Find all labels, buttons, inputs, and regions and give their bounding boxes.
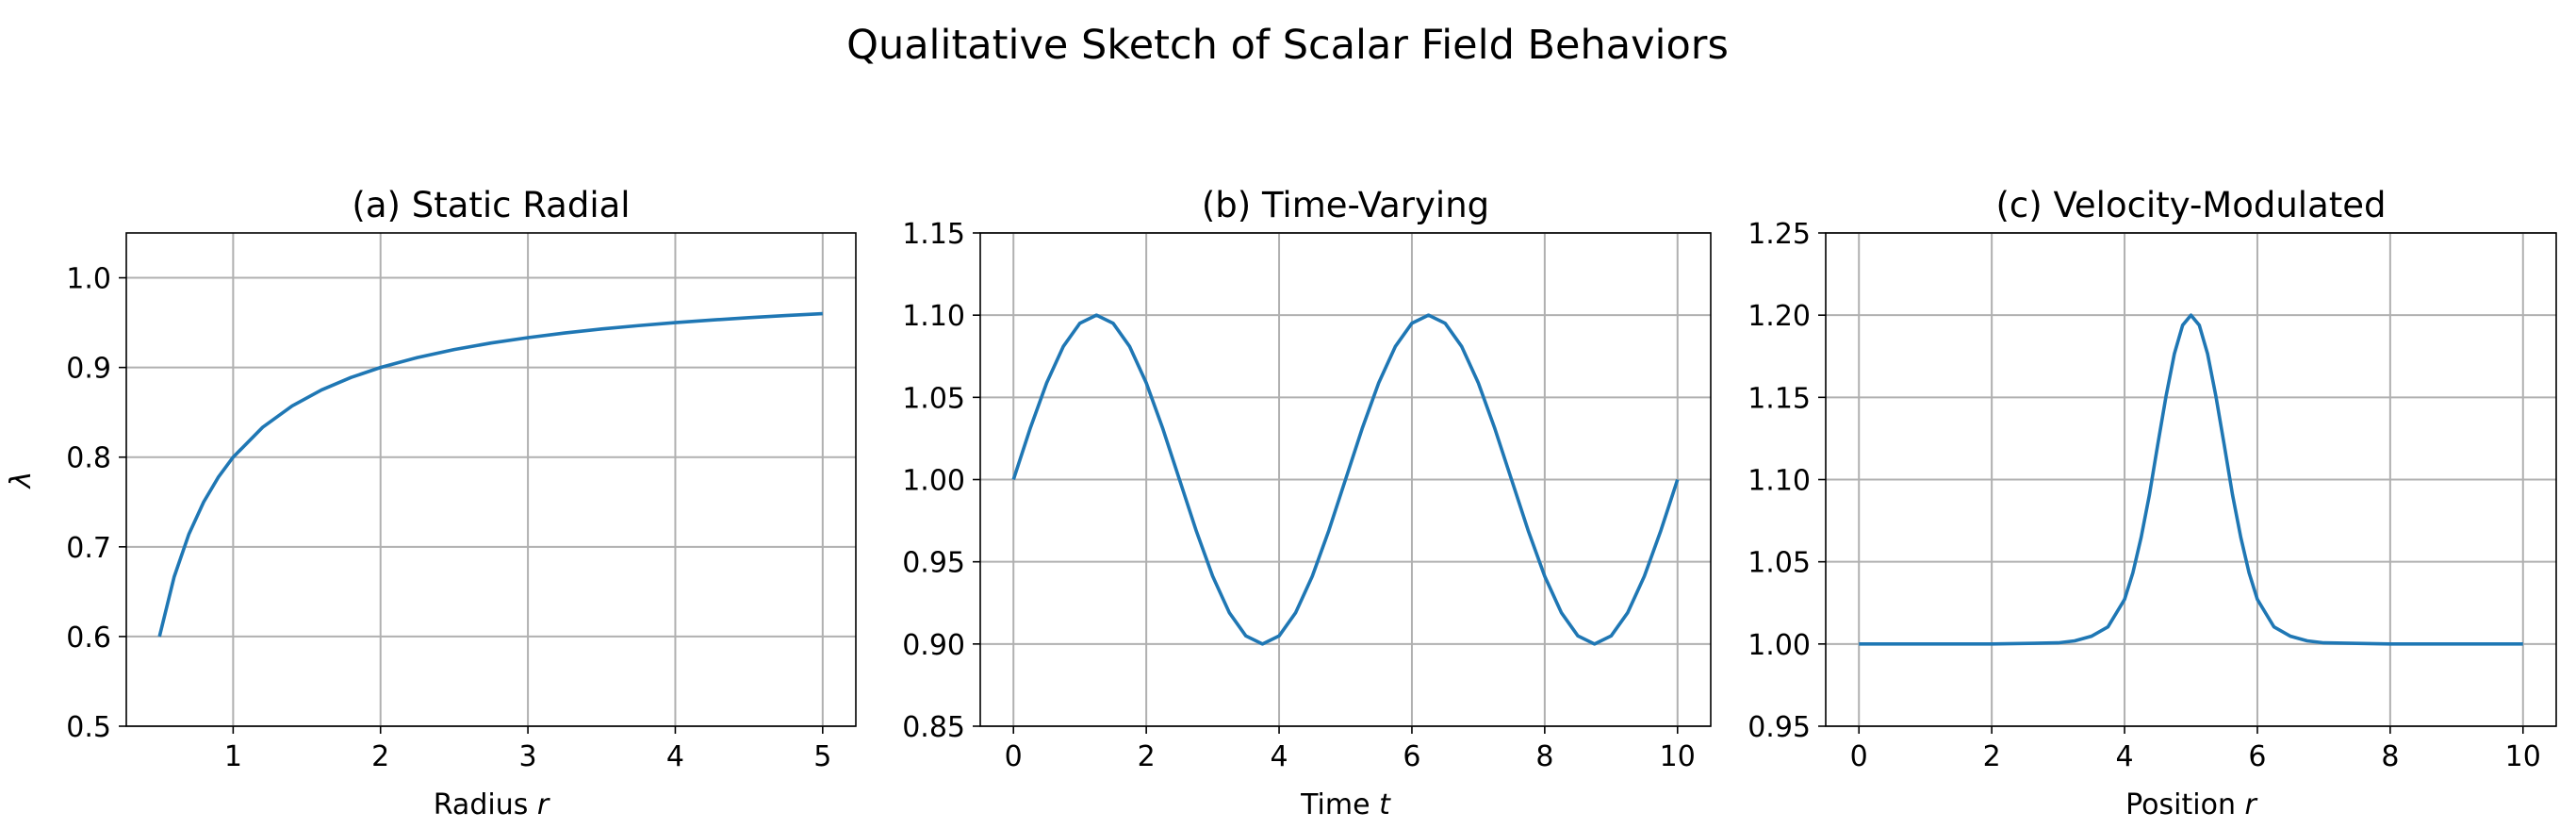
panel-a-title: (a) Static Radial <box>352 185 630 225</box>
panel-a-xtick-label-0: 1 <box>224 740 242 773</box>
panel-a-axes-frame <box>125 232 857 727</box>
panel-c-series-line-0 <box>1859 313 2523 646</box>
panel-c-ytick-label-0: 0.95 <box>1747 711 1811 744</box>
panels: 1 2 3 4 5 0.5 0.6 0.7 0.8 0.9 1.0 (a) Static Radial… <box>5 185 2557 821</box>
panel-c-xtick-label-0: 0 <box>1850 740 1868 773</box>
panel-a-series-line-0 <box>157 311 823 638</box>
panel-a-ytick-label-1: 0.6 <box>66 622 111 655</box>
panel-c: 0 2 4 6 8 10 0.95 1.00 1.05 1.10 1.15 1.20 1.25 (c) V… <box>1747 185 2557 821</box>
panel-c-ytick-label-3: 1.10 <box>1747 465 1811 498</box>
panel-b: 0 2 4 6 8 10 0.85 0.90 0.95 1.00 1.05 1.10 1.15 (b) T… <box>902 185 1712 821</box>
panel-c-ytick-label-5: 1.20 <box>1747 300 1811 333</box>
panel-b-xtick-label-3: 6 <box>1403 740 1420 773</box>
panel-c-ytick-label-4: 1.15 <box>1747 382 1811 415</box>
panel-a-xlabel: Radius r <box>434 788 550 821</box>
panel-c-xtick-label-1: 2 <box>1983 740 2001 773</box>
panel-b-ytick-label-1: 0.90 <box>902 629 965 662</box>
figure-title: Qualitative Sketch of Scalar Field Behav… <box>846 22 1729 69</box>
panel-a-xtick-label-1: 2 <box>371 740 389 773</box>
panel-b-ytick-label-0: 0.85 <box>902 711 965 744</box>
panel-b-ytick-label-2: 0.95 <box>902 547 965 580</box>
panel-b-ytick-label-5: 1.10 <box>902 300 965 333</box>
panel-a-ytick-label-3: 0.8 <box>66 442 111 475</box>
panel-b-ytick-label-4: 1.05 <box>902 382 965 415</box>
panel-a-xtick-label-3: 4 <box>666 740 684 773</box>
panel-a-xtick-label-2: 3 <box>519 740 537 773</box>
panel-c-ytick-label-6: 1.25 <box>1747 218 1811 251</box>
panel-b-xlabel: Time t <box>1300 788 1391 821</box>
panel-a-ytick-label-5: 1.0 <box>66 263 111 296</box>
panel-a-ylabel: λ <box>5 472 38 490</box>
panel-a-ytick-label-2: 0.7 <box>66 532 111 565</box>
panel-b-xtick-label-2: 4 <box>1270 740 1288 773</box>
panel-b-xtick-label-5: 10 <box>1660 740 1696 773</box>
panel-b-series-line-0 <box>1011 313 1680 646</box>
panel-a-xtick-label-4: 5 <box>813 740 831 773</box>
panel-c-title: (c) Velocity-Modulated <box>1995 185 2386 225</box>
panel-c-xtick-label-3: 6 <box>2248 740 2266 773</box>
panel-c-xtick-label-5: 10 <box>2505 740 2541 773</box>
panel-c-xtick-label-4: 8 <box>2381 740 2399 773</box>
panel-b-xtick-label-1: 2 <box>1138 740 1156 773</box>
panel-c-ytick-label-1: 1.00 <box>1747 629 1811 662</box>
panel-b-ytick-label-6: 1.15 <box>902 218 965 251</box>
panel-b-xtick-label-0: 0 <box>1005 740 1023 773</box>
panel-c-ytick-label-2: 1.05 <box>1747 547 1811 580</box>
panel-c-xlabel: Position r <box>2125 788 2257 821</box>
panel-a-ytick-label-4: 0.9 <box>66 353 111 386</box>
panel-b-ytick-label-3: 1.00 <box>902 465 965 498</box>
panel-b-title: (b) Time-Varying <box>1202 185 1489 225</box>
panel-b-xtick-label-4: 8 <box>1535 740 1553 773</box>
panel-c-xtick-label-2: 4 <box>2115 740 2133 773</box>
panel-a-ytick-label-0: 0.5 <box>66 711 111 744</box>
panel-a: 1 2 3 4 5 0.5 0.6 0.7 0.8 0.9 1.0 (a) Static Radial… <box>5 185 857 821</box>
